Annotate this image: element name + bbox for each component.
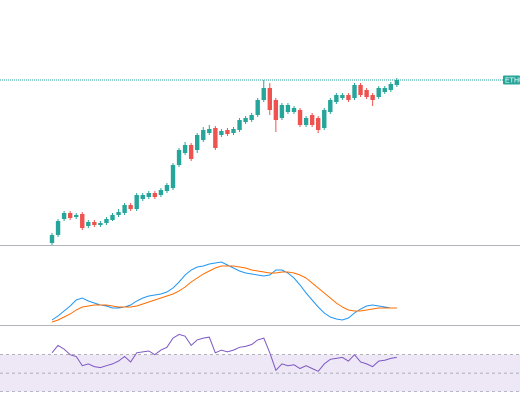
candle-body (237, 120, 242, 130)
candle-body (322, 110, 327, 128)
candle-body (116, 212, 121, 215)
candle-body (176, 150, 182, 165)
candle-body (243, 118, 248, 122)
candle-body (134, 195, 139, 209)
candle-body (364, 90, 369, 97)
candle-body (201, 130, 206, 140)
candle-body (49, 235, 55, 243)
candle-body (195, 135, 200, 150)
candle-body (98, 223, 103, 225)
candle-body (80, 214, 85, 228)
candle-body (213, 128, 218, 148)
candle-body (334, 95, 339, 102)
candle-body (74, 215, 79, 217)
candle-body (273, 100, 279, 120)
candle-body (285, 105, 291, 112)
candle-body (152, 193, 158, 197)
candle-body (358, 85, 363, 95)
indicator-line (51, 265, 397, 323)
candle-body (122, 205, 127, 213)
candle-body (110, 215, 115, 220)
candle-body (388, 84, 393, 90)
candle-body (61, 213, 67, 219)
candle-body (328, 100, 333, 112)
candle-body (382, 88, 387, 92)
candle-body (352, 85, 357, 98)
candle-body (261, 88, 266, 100)
candle-body (370, 95, 375, 100)
candle-body (67, 213, 73, 218)
candle-body (92, 222, 97, 225)
indicator-line (51, 261, 397, 321)
candle-body (158, 190, 164, 195)
candle-body (346, 95, 351, 100)
candle-body (225, 130, 230, 134)
candle-body (170, 165, 176, 188)
candle-body (207, 129, 212, 133)
candle-body (249, 115, 254, 120)
candle-body (188, 145, 194, 159)
candle-body (182, 145, 188, 153)
candle-body (340, 95, 345, 98)
candle-body (267, 88, 272, 110)
price-tag-label: ETHU (505, 77, 520, 84)
candle-body (219, 131, 224, 135)
price-tag (503, 75, 520, 85)
candle-body (164, 185, 170, 191)
candle-body (316, 118, 321, 130)
candle-body (128, 205, 133, 209)
candle-body (231, 129, 236, 133)
candle-body (309, 115, 315, 125)
indicator-line (51, 333, 397, 372)
candle-body (394, 80, 400, 85)
candle-body (279, 105, 285, 118)
candle-body (146, 193, 151, 197)
candle-body (55, 221, 61, 235)
candle-body (104, 219, 109, 223)
candle-body (291, 108, 297, 112)
candle-body (297, 110, 303, 125)
candle-body (140, 195, 145, 199)
candle-body (86, 222, 91, 226)
candle-body (376, 88, 381, 97)
candle-body (303, 118, 309, 125)
candle-body (255, 100, 260, 115)
